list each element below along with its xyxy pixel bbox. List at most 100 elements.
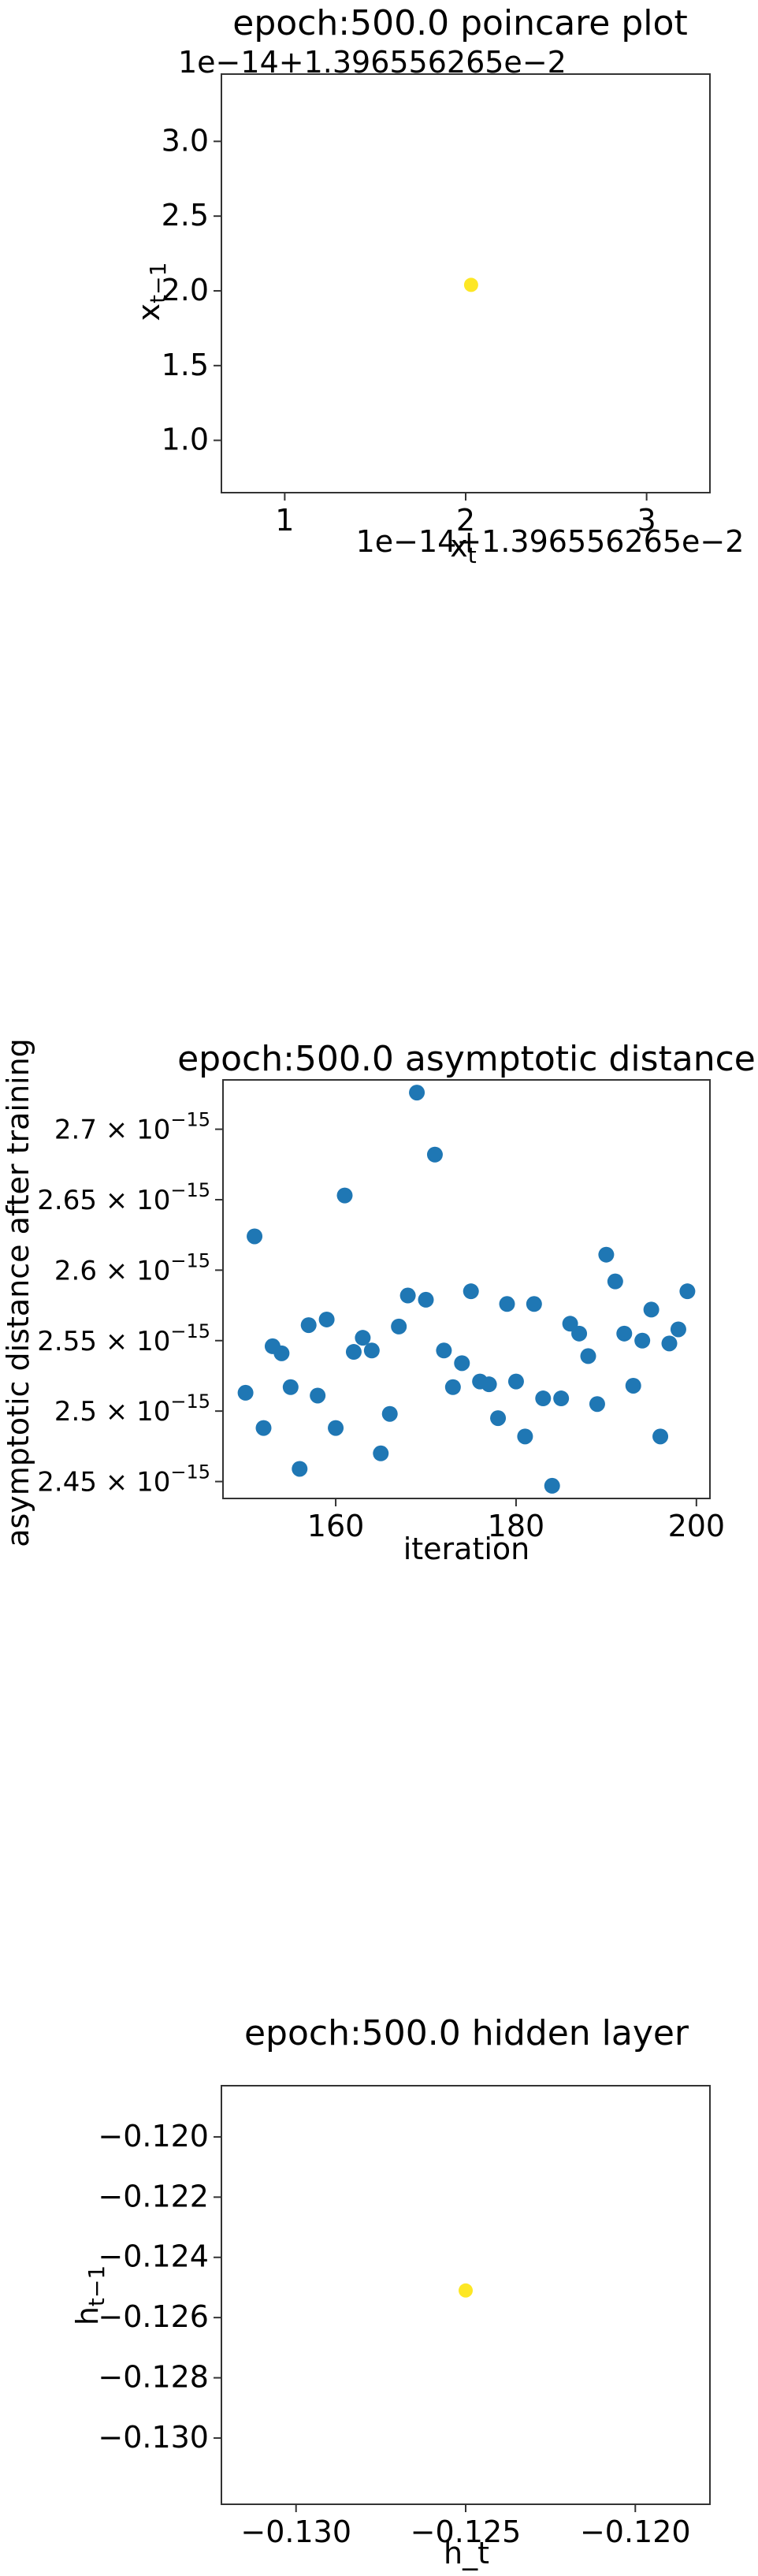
scatter-point <box>282 1379 299 1395</box>
y-tick-label: −0.130 <box>98 2420 209 2455</box>
poincare-x-offset-label: 1e−14+1.396556265e−2 <box>356 524 745 559</box>
hidden-x-axis-label: h_t <box>444 2536 489 2570</box>
scatter-point <box>300 1317 317 1334</box>
y-tick-label: 2.45 × 10−15 <box>37 1461 210 1498</box>
scatter-point <box>535 1390 552 1407</box>
x-tick-label: 160 <box>307 1509 365 1543</box>
scatter-point <box>517 1428 533 1445</box>
scatter-point <box>255 1420 272 1436</box>
scatter-point <box>409 1085 425 1101</box>
scatter-point <box>661 1335 678 1352</box>
poincare-points <box>463 277 478 292</box>
scatter-point <box>499 1296 515 1312</box>
scatter-point <box>580 1348 596 1364</box>
hidden-layer-plot-title: epoch:500.0 hidden layer <box>244 2013 689 2053</box>
scatter-point <box>589 1396 605 1413</box>
scatter-point <box>399 1287 416 1304</box>
poincare-x-axis-label: xt <box>450 529 477 568</box>
asymptotic-plot-title: epoch:500.0 asymptotic distance <box>177 1039 756 1079</box>
y-tick-label: −0.126 <box>98 2299 209 2334</box>
scatter-point <box>237 1384 254 1401</box>
poincare-y-label-subscript: t−1 <box>145 262 171 303</box>
y-tick-label: 2.5 <box>162 198 209 233</box>
scatter-point <box>373 1445 389 1461</box>
scatter-point <box>292 1461 308 1477</box>
asymptotic-x-axis-label: iteration <box>403 1532 530 1566</box>
y-tick-label: 2.0 <box>162 273 209 307</box>
scatter-point <box>310 1387 326 1404</box>
scatter-point <box>459 2283 473 2298</box>
scatter-point <box>526 1296 542 1312</box>
poincare-plot-title: epoch:500.0 poincare plot <box>232 3 687 43</box>
x-tick-label: −0.120 <box>580 2515 691 2549</box>
scatter-point <box>418 1291 434 1308</box>
y-tick-exponent: −15 <box>170 1390 210 1413</box>
x-tick-label: 1 <box>275 503 294 538</box>
y-tick-exponent: −15 <box>170 1249 210 1271</box>
scatter-point <box>391 1318 407 1335</box>
asymptotic-y-ticks: 2.45 × 10−152.5 × 10−152.55 × 10−152.6 ×… <box>37 1109 223 1498</box>
y-tick-mantissa: 2.6 × 10 <box>54 1255 170 1286</box>
scatter-point <box>571 1325 588 1342</box>
asymptotic-plot-frame <box>222 1079 711 1499</box>
scatter-point <box>652 1428 669 1445</box>
y-tick-label: 1.5 <box>162 348 209 382</box>
scatter-point <box>481 1376 497 1393</box>
scatter-point <box>381 1405 398 1422</box>
y-tick-label: −0.124 <box>98 2239 209 2274</box>
scatter-point <box>273 1345 290 1361</box>
y-tick-label: 2.6 × 10−15 <box>54 1249 210 1286</box>
scatter-point <box>507 1373 524 1390</box>
x-tick-label: −0.130 <box>240 2515 351 2549</box>
poincare-plot: epoch:500.0 poincare plot 1e−14+1.396556… <box>132 3 744 568</box>
scatter-point <box>634 1332 651 1349</box>
asymptotic-x-ticks: 160 180 200 <box>307 1498 725 1543</box>
scatter-point <box>553 1390 570 1407</box>
hidden-layer-plot: epoch:500.0 hidden layer −0.130 −0.125 −0.… <box>70 2013 711 2570</box>
y-tick-mantissa: 2.7 × 10 <box>54 1115 170 1146</box>
scatter-point <box>490 1410 507 1427</box>
y-tick-label: 2.55 × 10−15 <box>37 1320 210 1357</box>
scatter-point <box>625 1377 641 1394</box>
y-tick-exponent: −15 <box>170 1461 210 1483</box>
scatter-point <box>318 1311 335 1327</box>
scatter-point <box>670 1321 686 1338</box>
scatter-point <box>247 1228 263 1245</box>
y-tick-label: 1.0 <box>162 423 209 457</box>
y-tick-exponent: −15 <box>170 1109 210 1131</box>
x-tick-label: −0.125 <box>411 2515 522 2549</box>
scatter-point <box>355 1330 371 1346</box>
asymptotic-points <box>237 1085 696 1494</box>
scatter-point <box>463 277 478 292</box>
asymptotic-y-axis-label: asymptotic distance after training <box>1 1038 35 1547</box>
x-tick-label: 3 <box>637 503 656 538</box>
x-tick-label: 200 <box>668 1509 726 1543</box>
scatter-point <box>463 1283 479 1300</box>
y-tick-label: 2.65 × 10−15 <box>37 1179 210 1216</box>
hidden-y-label-subscript: t−1 <box>84 2265 110 2306</box>
scatter-point <box>643 1301 660 1318</box>
scatter-point <box>616 1325 633 1342</box>
scatter-point <box>436 1342 452 1359</box>
hidden-points <box>459 2283 473 2298</box>
poincare-y-axis-label: xt−1 <box>132 262 171 322</box>
scatter-point <box>336 1187 353 1204</box>
y-tick-mantissa: 2.45 × 10 <box>37 1467 170 1498</box>
y-tick-exponent: −15 <box>170 1320 210 1342</box>
scatter-point <box>444 1379 461 1395</box>
poincare-x-label-subscript: t <box>468 542 477 568</box>
y-tick-label: 2.5 × 10−15 <box>54 1390 210 1428</box>
y-tick-mantissa: 2.55 × 10 <box>37 1326 170 1357</box>
scatter-point <box>679 1283 696 1300</box>
hidden-x-ticks: −0.130 −0.125 −0.120 <box>240 2504 691 2549</box>
poincare-y-ticks: 1.0 1.5 2.0 2.5 3.0 <box>162 123 221 457</box>
scatter-point <box>426 1146 443 1163</box>
scatter-point <box>363 1342 380 1359</box>
scatter-point <box>544 1477 560 1494</box>
poincare-x-ticks: 1 2 3 <box>275 493 656 538</box>
y-tick-label: −0.120 <box>98 2119 209 2153</box>
y-tick-label: −0.122 <box>98 2179 209 2213</box>
scatter-point <box>345 1344 362 1361</box>
y-tick-label: 2.7 × 10−15 <box>54 1109 210 1146</box>
y-tick-label: −0.128 <box>98 2360 209 2395</box>
